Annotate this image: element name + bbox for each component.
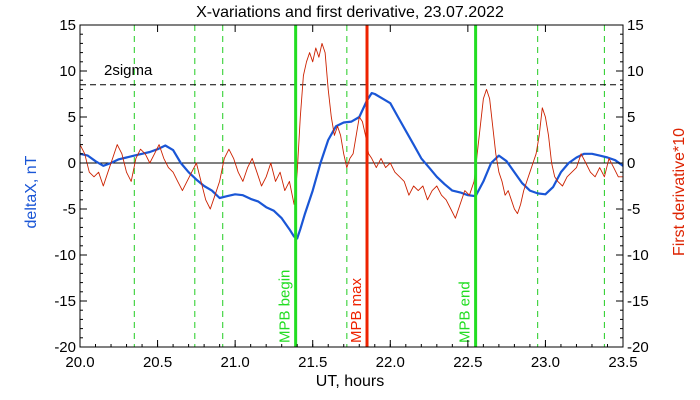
y-axis-title-left: deltaX, nT (23, 155, 40, 228)
axis-ticks: 20.0 20.5 21.0 21.5 22.0 22.5 23.0 23.5-20-15-1… (54, 17, 648, 371)
plot-frame (79, 24, 624, 348)
x-tick-label: 21.5 (298, 354, 327, 371)
y-tick-label-left: -5 (63, 201, 76, 218)
deltax-series-line (79, 91, 624, 240)
x-tick-label: 22.0 (376, 354, 405, 371)
y-tick-label-left: -20 (54, 339, 76, 356)
y-tick-label-left: 10 (59, 63, 76, 80)
y-tick-label-left: -15 (54, 293, 76, 310)
chart-title: X-variations and first derivative, 23.07… (196, 4, 504, 21)
y-axis-title-right: First derivative*10 (671, 128, 688, 256)
x-tick-label: 20.0 (65, 354, 94, 371)
y-tick-label-right: 5 (627, 109, 635, 126)
y-tick-label-right: -15 (627, 293, 649, 310)
plot-area: MPB begin MPB max MPB end (79, 25, 624, 347)
derivative-series-line (79, 42, 623, 219)
x-tick-label: 22.5 (453, 354, 482, 371)
y-tick-label-left: 0 (68, 155, 76, 172)
x-axis-title: UT, hours (316, 373, 384, 390)
x-tick-label: 20.5 (143, 354, 172, 371)
x-tick-label: 23.0 (531, 354, 560, 371)
y-tick-label-right: -20 (627, 339, 649, 356)
y-tick-label-right: -5 (627, 201, 640, 218)
event-label-mpb-begin: MPB begin (277, 270, 294, 343)
event-label-mpb-end: MPB end (457, 281, 474, 343)
x-tick-label: 21.0 (221, 354, 250, 371)
y-tick-label-right: 15 (627, 17, 644, 34)
y-tick-label-left: 15 (59, 17, 76, 34)
x-tick-label: 23.5 (608, 354, 637, 371)
y-tick-label-left: -10 (54, 247, 76, 264)
y-tick-label-right: 10 (627, 63, 644, 80)
y-tick-label-right: 0 (627, 155, 635, 172)
y-tick-label-right: -10 (627, 247, 649, 264)
threshold-label: 2sigma (104, 62, 153, 79)
y-tick-label-left: 5 (68, 109, 76, 126)
event-label-mpb-max: MPB max (348, 277, 365, 343)
